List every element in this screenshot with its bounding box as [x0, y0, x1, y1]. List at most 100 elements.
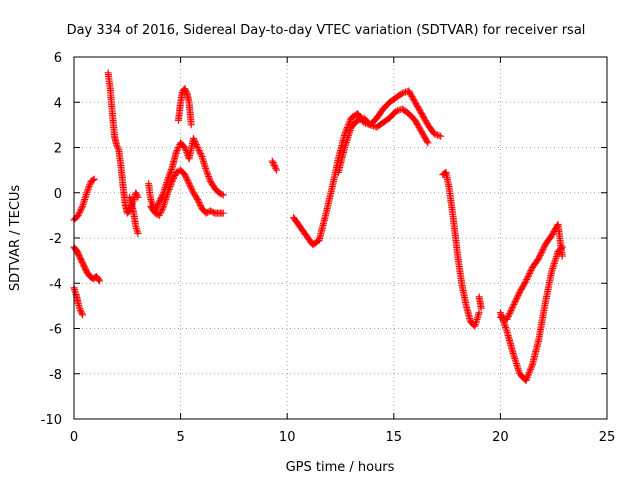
data-point [169, 174, 177, 182]
data-point [509, 302, 517, 310]
data-point [170, 173, 178, 181]
grid [74, 57, 607, 419]
x-tick-label: 20 [492, 430, 509, 445]
data-point [194, 197, 202, 205]
data-point [523, 274, 531, 282]
data-point [195, 147, 203, 155]
data-point [169, 176, 177, 184]
data-point [527, 266, 535, 274]
y-tick-label: 2 [54, 142, 62, 157]
data-point [188, 186, 196, 194]
data-point [182, 172, 190, 180]
data-point [76, 208, 84, 216]
data-point [506, 308, 514, 316]
data-point [113, 143, 121, 151]
data-point [77, 205, 85, 213]
data-point [77, 308, 85, 316]
data-point [270, 162, 278, 170]
data-point [154, 201, 162, 209]
data-point [78, 204, 86, 212]
data-point [192, 139, 200, 147]
data-point [513, 293, 521, 301]
data-point [270, 160, 278, 168]
data-point [524, 372, 532, 380]
data-point [355, 116, 363, 124]
data-point [424, 139, 432, 147]
data-point [354, 116, 362, 124]
data-point [76, 306, 84, 314]
data-point [271, 163, 279, 171]
data-point [156, 196, 164, 204]
data-point [218, 190, 226, 198]
data-point [182, 88, 190, 96]
axis-ticks [73, 56, 608, 420]
data-points [70, 69, 566, 385]
data-point [187, 183, 195, 191]
data-point [155, 198, 163, 206]
data-point [90, 175, 98, 183]
data-point [165, 172, 173, 180]
data-point [196, 202, 204, 210]
y-axis-label: SDTVAR / TECUs [8, 185, 23, 292]
data-point [114, 144, 122, 152]
y-tick-label: 0 [54, 187, 62, 202]
data-point [74, 211, 82, 219]
data-point [196, 150, 204, 158]
data-point [194, 144, 202, 151]
data-point [435, 132, 443, 140]
data-point [164, 175, 172, 183]
x-tick-label: 25 [599, 430, 616, 445]
data-point [528, 362, 536, 370]
x-tick-label: 15 [386, 430, 403, 445]
data-point [172, 148, 180, 156]
data-point [83, 187, 91, 195]
data-point [193, 142, 201, 150]
data-point [502, 325, 510, 333]
data-point [166, 182, 174, 190]
data-point [197, 151, 205, 159]
data-point [524, 272, 532, 280]
x-axis-label: GPS time / hours [286, 460, 395, 475]
data-point [204, 171, 212, 179]
data-point [398, 89, 406, 97]
data-point [157, 207, 165, 215]
data-point [475, 309, 483, 317]
data-point [525, 369, 533, 377]
x-tick-label: 0 [70, 430, 78, 445]
data-point [195, 199, 203, 207]
data-point [85, 182, 93, 190]
data-point [174, 144, 182, 151]
data-point [95, 276, 103, 284]
data-point [182, 86, 190, 94]
y-tick-label: -4 [49, 277, 62, 292]
data-point [84, 186, 92, 194]
data-point [508, 305, 516, 313]
data-point [523, 375, 531, 383]
data-point [512, 296, 520, 304]
data-point [173, 147, 181, 155]
data-point [171, 171, 179, 179]
data-point [167, 179, 175, 187]
data-point [514, 291, 522, 299]
data-point [96, 277, 104, 285]
data-point [346, 117, 354, 125]
data-point [164, 187, 172, 195]
data-point [515, 290, 523, 298]
data-point [166, 169, 174, 177]
data-point [187, 121, 195, 129]
x-tick-label: 10 [279, 430, 296, 445]
data-point [392, 107, 400, 115]
data-point [147, 197, 155, 205]
data-point [184, 178, 192, 186]
data-point [496, 313, 504, 321]
data-point [510, 300, 518, 308]
data-point [159, 204, 167, 212]
data-point [182, 174, 190, 182]
data-point [181, 85, 189, 93]
data-point [501, 322, 509, 330]
data-point [184, 177, 192, 185]
data-point [538, 247, 546, 255]
data-point [394, 107, 402, 115]
chart-title: Day 334 of 2016, Sidereal Day-to-day VTE… [67, 23, 586, 38]
